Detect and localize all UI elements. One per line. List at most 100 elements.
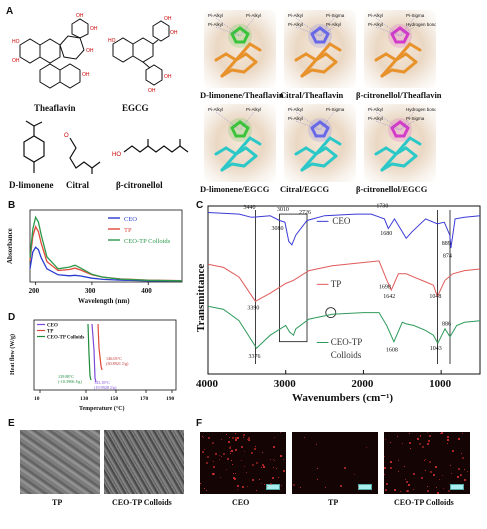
host-bond <box>408 136 422 146</box>
fluorescent-particle <box>441 432 444 435</box>
fluorescent-particle <box>233 473 235 475</box>
fluorescent-particle <box>292 483 295 486</box>
series-line-ceo-tp-colloids <box>29 215 183 282</box>
docking-molecule: Pi-Alkyl Pi-Sigma Pi-Alkyl Hydrogen bond <box>368 13 436 78</box>
host-bond <box>294 52 308 62</box>
fluorescent-particle <box>406 490 409 493</box>
interaction-tag: Pi-Alkyl <box>246 13 261 18</box>
structure-label-citral: Citral <box>66 180 89 190</box>
d-limonene-structure <box>23 120 45 173</box>
fluorescent-particle <box>430 470 433 473</box>
docking-image-2: Pi-Alkyl Pi-Sigma Pi-Alkyl Pi-Alkyl <box>284 10 356 88</box>
fluorescent-particle <box>231 449 234 452</box>
fluorescent-particle <box>234 449 237 452</box>
host-bond <box>310 162 326 168</box>
fluorescent-particle <box>441 475 443 476</box>
egcg-structure: HO OH OH OH OH <box>108 16 178 94</box>
ceo-peak-label: 2726 <box>299 210 311 216</box>
host-bond <box>404 52 418 64</box>
fluorescent-particle <box>408 484 411 487</box>
fluorescent-particle <box>405 481 408 484</box>
plot-frame <box>29 209 183 283</box>
interaction-tag: Pi-Alkyl <box>208 13 223 18</box>
host-bond <box>310 68 326 74</box>
fluorescent-particle <box>398 471 400 473</box>
fluorescent-particle <box>354 473 356 475</box>
y-axis-label: Absorbance <box>6 228 14 264</box>
fluorescent-particle <box>404 466 405 468</box>
sem-caption-ceo-tp-colloids: CEO-TP Colloids <box>112 498 172 507</box>
host-bond <box>390 68 406 74</box>
fluorescent-particle <box>206 461 209 464</box>
fluorescent-particle <box>260 467 262 469</box>
host-bond <box>214 52 228 62</box>
fluorescent-particle <box>247 439 250 442</box>
fluorescent-particle <box>274 437 275 438</box>
fluorescent-particle <box>272 476 275 479</box>
interaction-line <box>375 120 401 131</box>
host-bond <box>220 42 252 78</box>
interaction-line <box>215 26 241 37</box>
fluorescent-particle <box>259 479 260 481</box>
fluorescent-particle <box>385 439 387 441</box>
fluorescent-particle <box>281 485 283 487</box>
fluorescent-particle <box>343 466 346 469</box>
docking-image-3: Pi-Alkyl Pi-Sigma Pi-Alkyl Hydrogen bond <box>364 10 436 88</box>
docking-molecule: Pi-Alkyl Pi-Sigma Pi-Alkyl Pi-Alkyl <box>288 13 345 78</box>
host-bond <box>328 42 342 52</box>
host-bond <box>242 60 258 74</box>
series-label-ceo: CEO <box>332 216 351 226</box>
interaction-line <box>375 26 401 37</box>
host-bond <box>214 146 228 156</box>
fluorescent-particle <box>460 452 462 454</box>
x-tick-label: 2000 <box>351 378 374 390</box>
fluorescent-particle <box>280 432 282 434</box>
ceo-peak-label: 1730 <box>376 204 388 210</box>
panel-label-e: E <box>8 418 15 429</box>
fluorescent-particle <box>276 468 278 469</box>
fluorescent-particle <box>255 461 258 464</box>
fluorescent-particle <box>227 441 230 444</box>
panel-label-c: C <box>196 200 204 211</box>
fluorescent-particle <box>255 446 257 447</box>
fluorescent-particle <box>457 475 460 478</box>
fluorescence-caption-ceo: CEO <box>232 498 250 507</box>
fluorescent-particle <box>438 479 440 481</box>
legend-entry: CEO-TP Colloids <box>124 238 171 245</box>
fluorescent-particle <box>208 437 211 440</box>
guest-bond <box>230 32 238 44</box>
tp-peak-label: 1048 <box>429 294 441 300</box>
host-bond <box>380 136 412 172</box>
fluorescent-particle <box>237 489 239 491</box>
fluorescent-particle <box>215 452 217 455</box>
fluorescent-particle <box>409 442 411 445</box>
fluorescent-particle <box>366 447 368 449</box>
fluorescent-particle <box>272 458 274 460</box>
host-bond <box>384 146 398 156</box>
host-bond <box>242 154 258 168</box>
svg-text:OH: OH <box>82 72 90 78</box>
fluorescent-particle <box>218 459 220 460</box>
ceo-peak-label: 3080 <box>271 226 283 232</box>
interaction-line <box>295 111 321 131</box>
fluorescent-particle <box>225 433 227 435</box>
series-label-colloids: CEO-TP <box>331 337 363 347</box>
svg-text:OH: OH <box>148 88 156 94</box>
interaction-line <box>375 111 401 131</box>
host-bond <box>324 146 338 158</box>
interaction-line <box>215 111 241 131</box>
docking-image-4: Pi-Alkyl Pi-Alkyl <box>204 104 276 182</box>
y-axis-label: Heat flow (W/g) <box>9 334 16 375</box>
fluorescent-particle <box>436 487 438 489</box>
fluorescent-particle <box>213 465 216 468</box>
fluorescent-particle <box>357 487 359 489</box>
fluorescent-particle <box>451 473 452 475</box>
docking-image-1: Pi-Alkyl Pi-Alkyl Pi-Alkyl <box>204 10 276 88</box>
fluorescent-particle <box>247 437 250 440</box>
fluorescent-particle <box>389 467 392 469</box>
docking-label-2: Citral/Theaflavin <box>280 90 344 100</box>
host-bond <box>390 162 406 168</box>
fluorescent-particle <box>462 432 464 434</box>
host-bond <box>404 146 418 158</box>
panel-label-d: D <box>8 312 16 323</box>
